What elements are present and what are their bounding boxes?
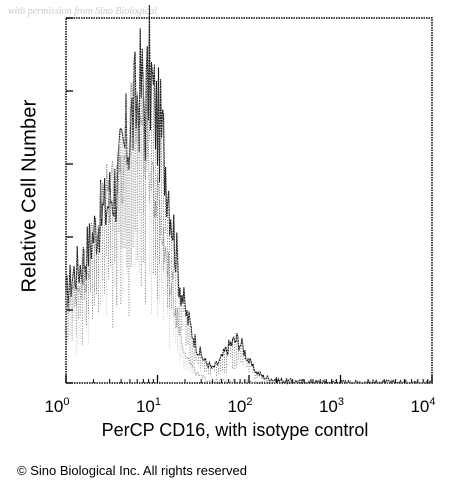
tick-layer: 100 101 102 103 104 (44, 17, 436, 416)
histogram-series-2 (65, 69, 433, 385)
copyright-text: © Sino Biological Inc. All rights reserv… (17, 463, 247, 478)
watermark-text: with permission from Sino Biological (8, 6, 158, 17)
x-tick-label: 104 (410, 396, 435, 416)
x-axis-label: PerCP CD16, with isotype control (101, 420, 369, 440)
x-tick-label: 100 (44, 396, 69, 416)
x-tick-label: 102 (227, 396, 252, 416)
x-tick-label: 103 (319, 396, 344, 416)
y-axis-label: Relative Cell Number (18, 99, 41, 293)
histogram-chart: 100 101 102 103 104 (44, 4, 436, 416)
histogram-series-1 (65, 4, 433, 385)
series-layer (65, 4, 433, 385)
x-tick-label: 101 (136, 396, 161, 416)
